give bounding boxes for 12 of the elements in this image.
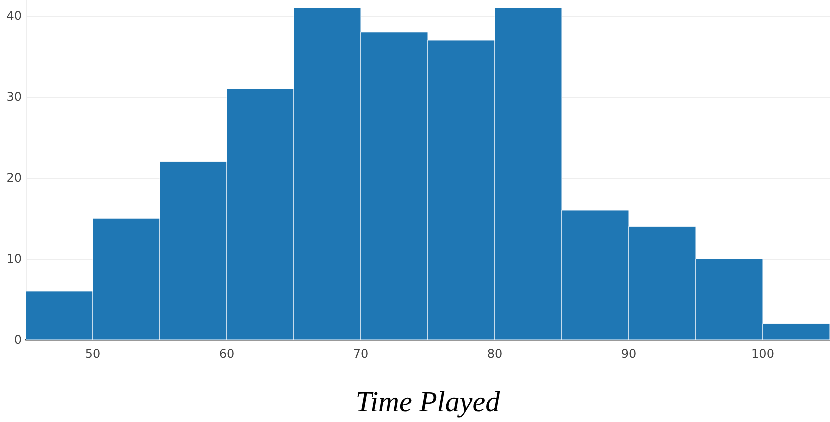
x-tick-label: 70 (353, 347, 369, 361)
x-tick-label: 100 (752, 347, 774, 361)
y-tick-label: 30 (6, 90, 22, 104)
x-tick-label: 90 (621, 347, 637, 361)
y-tick-label: 40 (6, 9, 22, 24)
y-tick-label: 0 (14, 333, 22, 347)
x-tick-label: 50 (85, 347, 101, 361)
y-tick-label: 10 (6, 252, 22, 266)
y-tick-label: 20 (6, 171, 22, 186)
x-axis-title: Time Played (356, 386, 501, 418)
x-tick-label: 60 (219, 347, 235, 361)
x-tick-label: 80 (487, 347, 503, 361)
